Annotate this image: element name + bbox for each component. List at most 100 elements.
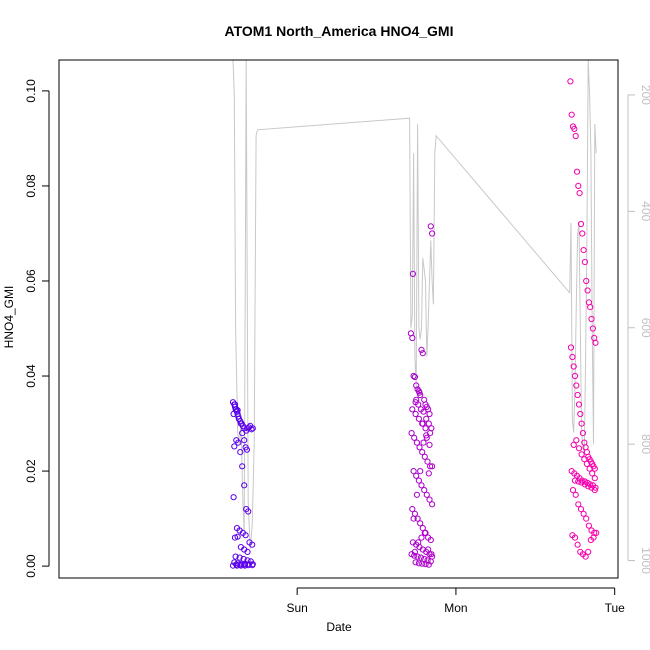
y2-tick-label: 400 [639, 201, 650, 221]
data-point [417, 520, 424, 527]
data-point [242, 532, 249, 539]
y-axis: 0.00 0.02 0.04 0.06 0.08 0.10 [24, 79, 50, 578]
x-tick-label: Tue [605, 601, 626, 615]
data-point [592, 339, 599, 346]
data-point [427, 536, 434, 544]
data-point [584, 287, 591, 294]
data-point [243, 446, 250, 453]
data-point [245, 508, 252, 515]
data-point [585, 522, 593, 529]
data-point [418, 346, 425, 353]
data-point [233, 562, 241, 569]
data-point [429, 463, 436, 470]
data-point [421, 529, 428, 537]
data-point [245, 562, 252, 569]
data-point [235, 439, 242, 446]
data-point [229, 562, 237, 569]
data-point [573, 168, 581, 175]
pressure-line [232, 60, 597, 549]
data-point [567, 78, 574, 85]
data-point [571, 534, 579, 541]
data-point [425, 546, 432, 553]
y2-axis: 200 400 600 800 1000 [627, 85, 650, 574]
data-point [231, 534, 239, 541]
data-point [426, 441, 433, 448]
data-point [423, 491, 430, 498]
data-point [575, 501, 582, 508]
data-point [237, 449, 244, 456]
data-point [421, 487, 428, 494]
data-point [415, 477, 422, 484]
data-point [413, 439, 420, 446]
data-point [415, 560, 422, 567]
data-point [416, 444, 423, 451]
data-point [241, 482, 248, 489]
data-point [579, 430, 587, 437]
y-tick-label: 0.04 [24, 364, 38, 388]
data-point [237, 562, 244, 569]
data-point [587, 304, 594, 311]
data-point [234, 407, 241, 414]
data-point [231, 443, 238, 450]
data-point [413, 396, 420, 403]
data-point [571, 477, 579, 484]
data-point [570, 363, 577, 370]
y2-tick-label: 800 [639, 434, 650, 454]
data-point [241, 561, 248, 568]
data-point [593, 529, 600, 537]
data-point [574, 541, 581, 548]
y-tick-label: 0.08 [24, 174, 38, 198]
data-point [568, 111, 575, 118]
data-point [427, 463, 434, 470]
data-point [230, 494, 237, 501]
data-point [411, 373, 418, 381]
data-point [249, 541, 256, 548]
data-point [236, 554, 243, 561]
data-point [237, 420, 244, 427]
data-point [425, 420, 432, 427]
data-point [577, 220, 585, 228]
data-point [577, 410, 584, 418]
data-point [241, 562, 248, 569]
data-point [425, 470, 432, 477]
data-point [418, 534, 425, 541]
data-point [232, 553, 239, 560]
data-point [589, 325, 597, 332]
data-point [249, 425, 256, 432]
data-point [234, 533, 241, 540]
data-point [567, 344, 575, 351]
data-point [244, 548, 251, 556]
data-point [412, 410, 419, 418]
data-point [233, 406, 240, 413]
data-point [417, 554, 424, 561]
data-point [422, 561, 429, 568]
data-point [420, 408, 427, 415]
data-point [426, 496, 433, 503]
data-point [590, 534, 597, 541]
data-point [583, 515, 590, 522]
data-point [423, 432, 430, 439]
data-point [569, 487, 577, 494]
data-point [410, 468, 417, 475]
data-point [589, 470, 596, 477]
data-point [426, 410, 433, 418]
data-point [427, 223, 434, 230]
x-axis-label: Date [326, 620, 352, 634]
data-point [421, 453, 428, 460]
plot-frame [58, 59, 619, 579]
data-point [423, 415, 430, 422]
data-point [578, 451, 585, 458]
data-point [573, 382, 580, 389]
data-point [409, 506, 416, 513]
x-axis: Sun Mon Tue [286, 587, 626, 615]
data-point [575, 401, 583, 408]
data-point [241, 437, 248, 444]
data-point [415, 415, 422, 422]
data-point [583, 460, 591, 467]
data-point [579, 230, 586, 237]
data-point [248, 426, 255, 433]
data-point [586, 465, 593, 472]
data-point [573, 437, 580, 444]
data-point [413, 472, 420, 479]
data-point [569, 353, 576, 361]
